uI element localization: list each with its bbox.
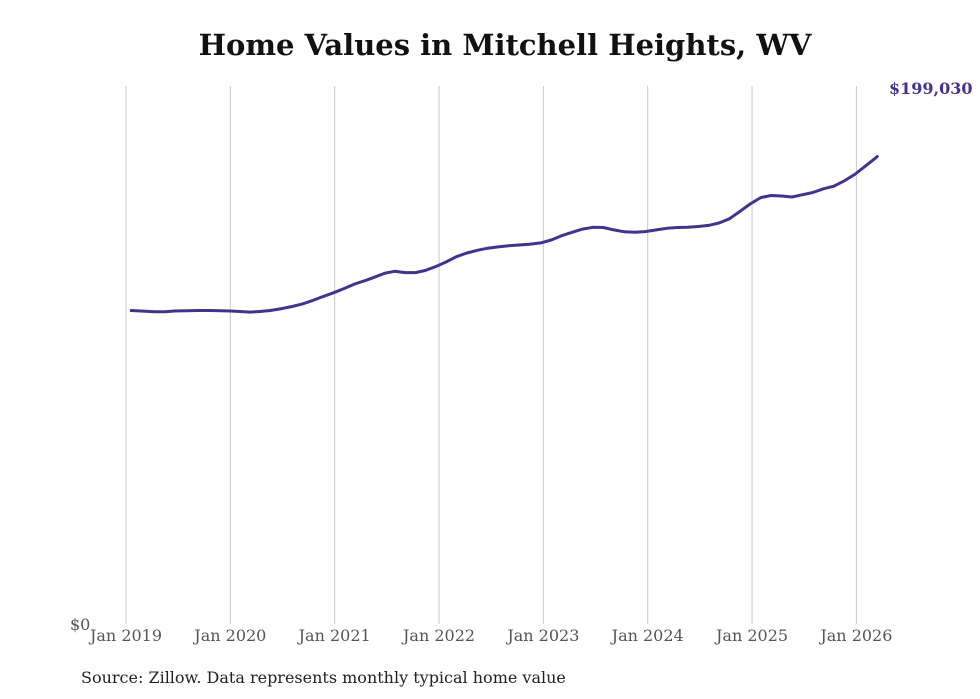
x-tick-label: Jan 2023 (505, 626, 579, 645)
x-tick-label: Jan 2019 (88, 626, 162, 645)
data-point (219, 309, 222, 312)
data-point (184, 309, 188, 312)
data-point (238, 310, 242, 313)
data-point (507, 244, 510, 247)
data-point (790, 195, 794, 199)
data-point (322, 295, 325, 298)
data-point (560, 234, 563, 237)
data-point (581, 227, 584, 231)
source-note: Source: Zillow. Data represents monthly … (81, 668, 566, 687)
data-point (139, 309, 142, 313)
data-point (876, 155, 879, 158)
data-point (634, 231, 637, 234)
data-point (249, 310, 252, 314)
data-point (717, 221, 721, 225)
data-point (853, 173, 856, 176)
data-point (602, 226, 605, 229)
data-point (465, 251, 468, 255)
data-point (811, 191, 815, 194)
data-point (414, 271, 417, 274)
data-point (423, 269, 427, 272)
data-point (209, 309, 212, 312)
data-point (707, 224, 710, 227)
data-point (686, 226, 689, 229)
data-point (874, 156, 877, 160)
data-point (353, 282, 356, 286)
data-point (665, 227, 668, 230)
data-point (403, 271, 407, 274)
chart-title: Home Values in Mitchell Heights, WV (198, 28, 812, 62)
data-point (153, 310, 156, 313)
x-tick-label: Jan 2024 (610, 626, 684, 645)
data-point (623, 230, 626, 233)
x-tick-label: Jan 2021 (297, 626, 371, 645)
data-point (496, 245, 500, 249)
data-point (374, 275, 377, 278)
data-point (393, 270, 396, 273)
data-point (728, 217, 731, 220)
data-point (696, 225, 700, 228)
data-point (444, 260, 448, 264)
series-layer: $199,030 (129, 79, 973, 314)
data-point (517, 243, 521, 247)
data-point (676, 226, 679, 229)
line-chart: Jan 2019 Jan 2020 Jan 2021 Jan 2022 Jan 2023… (70, 79, 973, 645)
data-point (311, 299, 315, 302)
data-point (832, 185, 835, 188)
data-point (383, 271, 387, 275)
x-axis: Jan 2019 Jan 2020 Jan 2021 Jan 2022 Jan 2023… (88, 626, 892, 645)
data-point (843, 179, 846, 183)
y-tick-label: $0 (70, 615, 90, 634)
data-point (163, 310, 167, 313)
data-point (528, 243, 531, 246)
data-point (130, 309, 133, 312)
data-point (269, 309, 272, 312)
grid-lines (125, 86, 857, 624)
data-point (476, 249, 479, 252)
data-point (801, 193, 804, 196)
data-point (258, 310, 262, 313)
data-point (434, 265, 437, 268)
end-value-label: $199,030 (889, 79, 973, 98)
data-point (780, 194, 783, 198)
data-point (332, 291, 335, 294)
data-point (570, 231, 574, 234)
data-point (197, 309, 200, 312)
data-point (644, 230, 648, 233)
data-point (749, 202, 752, 206)
x-tick-label: Jan 2020 (192, 626, 266, 645)
series-line (129, 155, 879, 314)
data-point (539, 241, 542, 245)
data-point (343, 287, 346, 290)
data-point (770, 194, 773, 197)
data-point (173, 309, 176, 313)
data-point (655, 228, 658, 232)
data-point (301, 302, 304, 306)
data-point (738, 210, 742, 213)
data-point (486, 247, 489, 250)
x-tick-label: Jan 2022 (401, 626, 475, 645)
data-point (364, 279, 368, 282)
x-tick-label: Jan 2026 (818, 626, 892, 645)
x-tick-label: Jan 2025 (714, 626, 788, 645)
data-point (591, 226, 595, 229)
data-point (550, 238, 553, 242)
data-point (759, 196, 762, 199)
data-point (280, 307, 283, 310)
data-point (612, 228, 615, 232)
data-point (822, 187, 825, 190)
data-point (290, 305, 294, 308)
data-point (229, 309, 232, 313)
data-point (863, 165, 867, 168)
data-point (455, 255, 458, 258)
